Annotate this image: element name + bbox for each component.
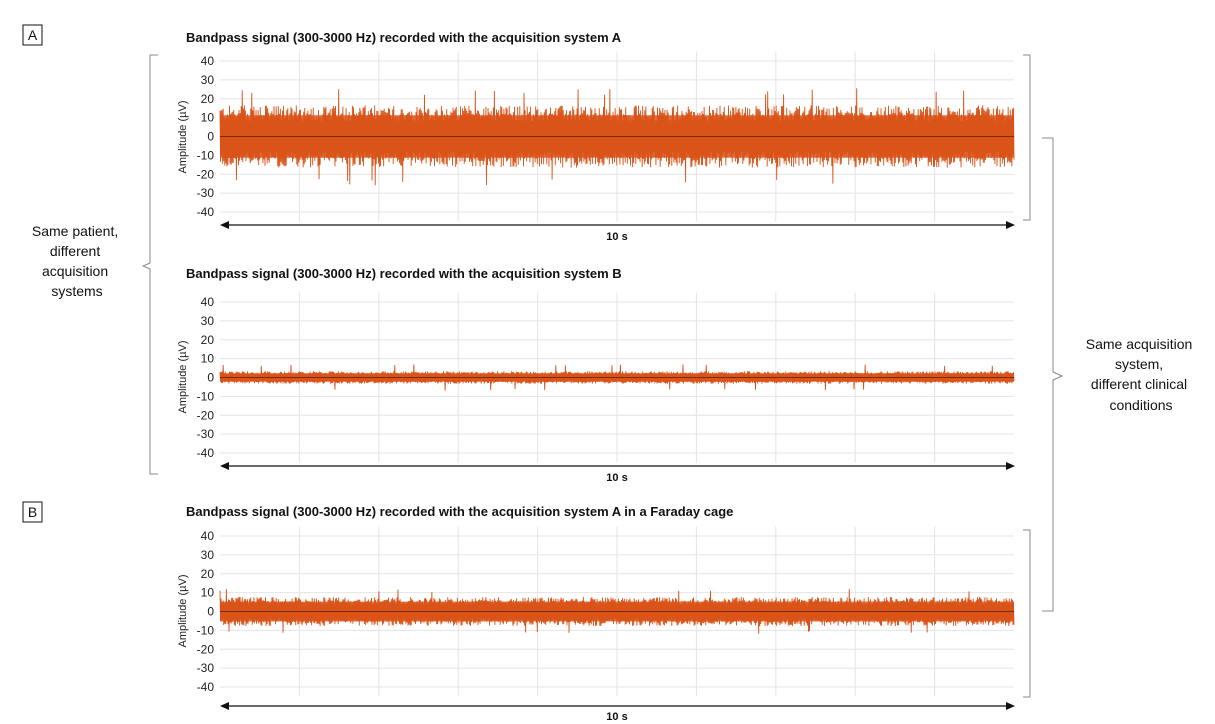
left-note: Same patient, different acquisition syst… bbox=[32, 223, 122, 299]
y-tick-label: 40 bbox=[201, 295, 215, 309]
right-note-line-2: system, bbox=[1115, 356, 1163, 372]
duration-label: 10 s bbox=[606, 231, 627, 243]
y-axis-label: Amplitude (µV) bbox=[177, 575, 189, 648]
right-bracket-large bbox=[1042, 137, 1064, 612]
figure-label-a-text: A bbox=[28, 27, 38, 43]
y-tick-labels: 40 30 20 10 0 -10 -20 -30 -40 bbox=[197, 295, 215, 460]
y-tick-label: -20 bbox=[197, 408, 215, 422]
y-tick-label: 40 bbox=[201, 54, 215, 68]
duration-arrow bbox=[220, 221, 1015, 229]
y-tick-label: 20 bbox=[201, 92, 215, 106]
y-tick-label: -40 bbox=[197, 446, 215, 460]
y-tick-label: 0 bbox=[207, 605, 214, 619]
chart-title: Bandpass signal (300-3000 Hz) recorded w… bbox=[186, 30, 622, 45]
y-tick-label: -30 bbox=[197, 427, 215, 441]
y-tick-label: 10 bbox=[201, 586, 215, 600]
y-tick-label: -20 bbox=[197, 642, 215, 656]
figure-label-b: B bbox=[22, 501, 43, 523]
y-tick-label: 10 bbox=[201, 111, 215, 125]
left-bracket bbox=[141, 54, 158, 475]
y-tick-label: 30 bbox=[201, 548, 215, 562]
duration-arrow bbox=[220, 702, 1015, 710]
y-tick-label: 20 bbox=[201, 567, 215, 581]
left-note-line-2: different bbox=[50, 243, 100, 259]
y-tick-label: -10 bbox=[197, 623, 215, 637]
y-tick-label: 0 bbox=[207, 371, 214, 385]
y-axis-label: Amplitude (µV) bbox=[177, 101, 189, 174]
left-note-line-4: systems bbox=[51, 283, 102, 299]
left-note-line-3: acquisition bbox=[42, 263, 108, 279]
y-tick-labels: 40 30 20 10 0 -10 -20 -30 -40 bbox=[197, 54, 215, 219]
right-note: Same acquisition system, different clini… bbox=[1086, 336, 1197, 413]
y-tick-label: 40 bbox=[201, 529, 215, 543]
y-tick-label: 20 bbox=[201, 333, 215, 347]
duration-label: 10 s bbox=[606, 472, 627, 484]
y-tick-label: -40 bbox=[197, 680, 215, 694]
y-tick-label: 30 bbox=[201, 73, 215, 87]
grid-lines bbox=[220, 292, 1014, 463]
chart-title: Bandpass signal (300-3000 Hz) recorded w… bbox=[186, 504, 733, 519]
right-note-line-4: conditions bbox=[1109, 397, 1172, 413]
right-note-line-1: Same acquisition bbox=[1086, 336, 1193, 352]
y-tick-label: -30 bbox=[197, 186, 215, 200]
figure-label-b-text: B bbox=[28, 504, 37, 520]
grid-lines bbox=[220, 51, 1014, 222]
y-tick-label: -30 bbox=[197, 661, 215, 675]
y-tick-label: -10 bbox=[197, 148, 215, 162]
duration-arrow bbox=[220, 462, 1015, 470]
y-tick-label: 0 bbox=[207, 130, 214, 144]
chart-panel-system-b: Bandpass signal (300-3000 Hz) recorded w… bbox=[177, 266, 1015, 484]
chart-panel-system-a: Bandpass signal (300-3000 Hz) recorded w… bbox=[177, 30, 1015, 243]
right-bracket-top bbox=[1023, 54, 1031, 221]
y-tick-label: -20 bbox=[197, 167, 215, 181]
figure-label-a: A bbox=[22, 24, 43, 46]
right-note-line-3: different clinical bbox=[1091, 376, 1187, 392]
chart-panel-system-a-faraday: Bandpass signal (300-3000 Hz) recorded w… bbox=[177, 504, 1015, 723]
y-tick-label: -10 bbox=[197, 389, 215, 403]
y-axis-label: Amplitude (µV) bbox=[177, 341, 189, 414]
y-tick-label: 30 bbox=[201, 314, 215, 328]
right-bracket-bottom bbox=[1023, 529, 1031, 698]
chart-title: Bandpass signal (300-3000 Hz) recorded w… bbox=[186, 266, 622, 281]
left-note-line-1: Same patient, bbox=[32, 223, 118, 239]
y-tick-labels: 40 30 20 10 0 -10 -20 -30 -40 bbox=[197, 529, 215, 694]
y-tick-label: 10 bbox=[201, 352, 215, 366]
y-tick-label: -40 bbox=[197, 205, 215, 219]
duration-label: 10 s bbox=[606, 711, 627, 723]
